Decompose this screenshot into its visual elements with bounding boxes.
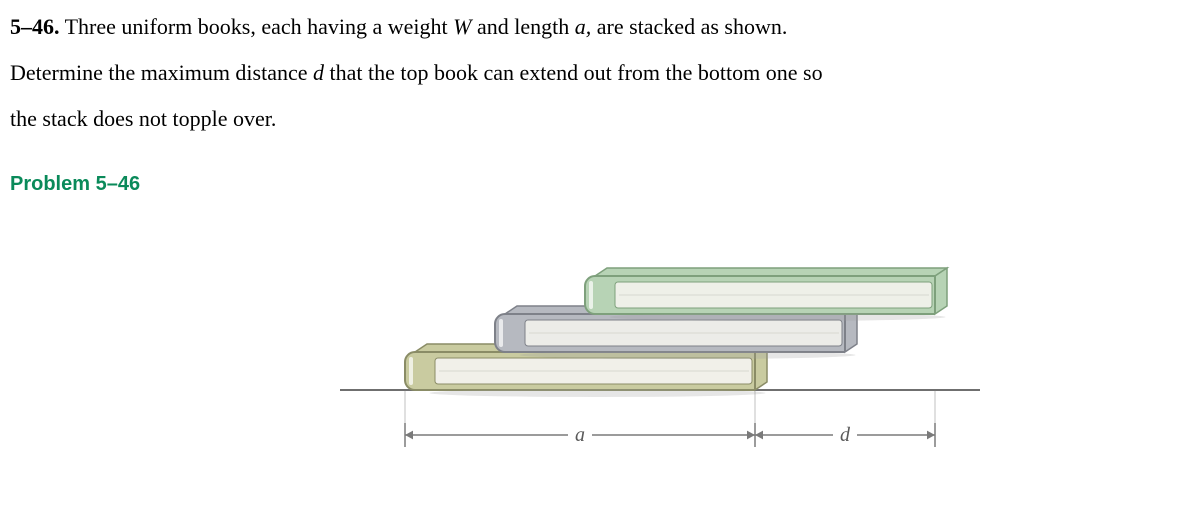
books-figure: ad bbox=[320, 220, 1020, 510]
page: 5–46. Three uniform books, each having a… bbox=[0, 0, 1200, 521]
text: that the top book can extend out from th… bbox=[324, 60, 823, 85]
text: are stacked as shown. bbox=[591, 14, 787, 39]
text: and length bbox=[471, 14, 574, 39]
variable-d: d bbox=[313, 60, 324, 85]
problem-number: 5–46. bbox=[10, 14, 60, 39]
variable-W: W bbox=[453, 14, 471, 39]
svg-text:a: a bbox=[575, 424, 585, 446]
text: the stack does not topple over. bbox=[10, 106, 276, 131]
svg-text:d: d bbox=[840, 424, 851, 446]
text: Three uniform books, each having a weigh… bbox=[60, 14, 454, 39]
problem-statement: 5–46. Three uniform books, each having a… bbox=[10, 4, 1190, 143]
problem-label: Problem 5–46 bbox=[10, 173, 1190, 196]
variable-a: a, bbox=[575, 14, 592, 39]
text: Determine the maximum distance bbox=[10, 60, 313, 85]
books-svg: ad bbox=[320, 220, 1020, 510]
